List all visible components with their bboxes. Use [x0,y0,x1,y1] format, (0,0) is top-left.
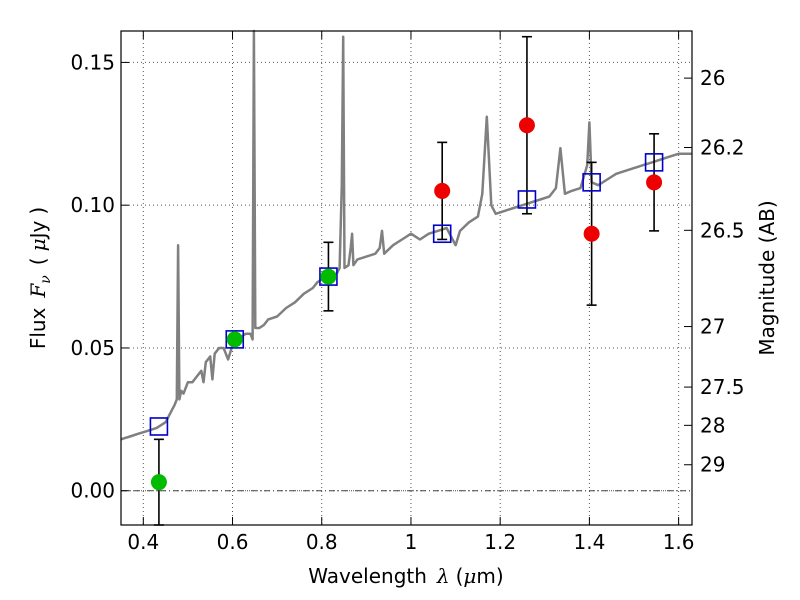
y-tick-label: 0.15 [70,50,115,74]
y2-tick-label: 27.5 [700,375,745,399]
data-point [320,268,337,285]
model-square-marker [432,224,452,244]
y2-tick-label: 26.5 [700,218,745,242]
data-point [583,225,600,242]
x-tick-label: 1.6 [663,530,695,554]
y-tick-label: 0.00 [70,479,115,503]
data-point [646,174,663,191]
data-point [150,474,167,491]
y-tick-label: 0.05 [70,336,115,360]
x-tick-label: 1 [405,530,418,554]
model-square-marker [149,417,169,436]
model-square-marker [319,267,338,286]
y2-tick-label: 27 [700,315,725,339]
data-point [226,331,243,348]
ticks: 0.4 0.6 0.8 1 1.2 1.4 1.6 0.00 0.05 0.10 0.15 26 26.… [70,31,745,554]
x-tick-label: 1.2 [484,530,516,554]
data-point [434,182,451,199]
x-tick-label: 0.4 [127,530,159,554]
y2-axis-title: Magnitude (AB) [755,200,779,355]
model-square-marker [644,153,664,172]
y-axis-title: FluxFν(μJy) [26,207,54,349]
y2-tick-label: 26.2 [700,136,745,160]
y2-tick-label: 29 [700,453,725,477]
spectrum-line [120,29,692,441]
model-squares [149,153,664,436]
y2-tick-label: 26 [700,66,725,90]
model-square-marker [225,330,245,349]
x-tick-label: 0.6 [217,530,249,554]
x-tick-label: 0.8 [306,530,338,554]
x-axis-title: Wavelength λ (μm) [308,564,503,588]
plot-frame [120,30,693,526]
x-tick-label: 1.4 [573,530,605,554]
y-tick-label: 0.10 [70,193,115,217]
y2-tick-label: 28 [700,413,725,437]
observed-points [150,117,663,491]
model-square-marker [517,190,537,209]
data-point [518,117,535,134]
spectrum [120,29,692,441]
model-square-marker [582,173,601,192]
